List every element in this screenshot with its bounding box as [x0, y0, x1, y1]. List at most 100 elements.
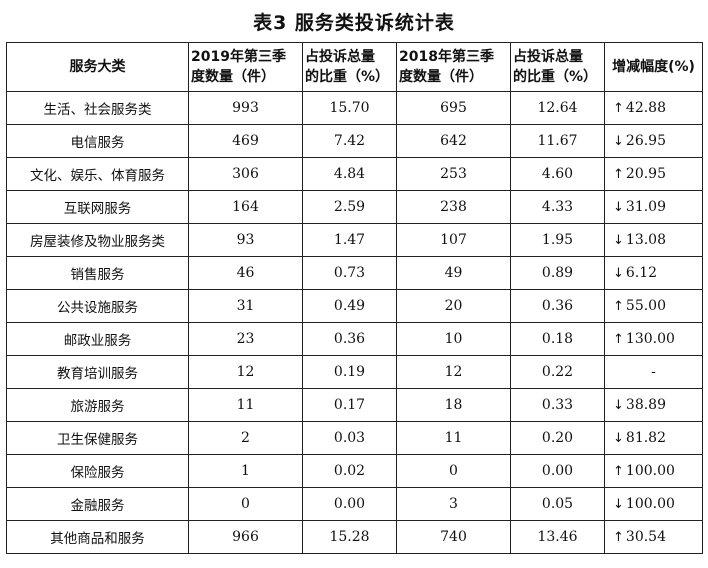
change-value: 38.89 [625, 397, 666, 413]
table-row: 文化、娱乐、体育服务 306 4.84 253 4.60 ↑ 20.95 [6, 157, 703, 191]
header-col-change: 增减幅度(%) [604, 42, 703, 92]
count-2019-cell: 46 [188, 256, 303, 290]
change-cell: ↓ 100.00 [604, 487, 703, 521]
header-line: 占投诉总量 [305, 49, 375, 65]
change-cell: ↑ 55.00 [604, 289, 703, 323]
table-row: 教育培训服务 12 0.19 12 0.22- [6, 355, 703, 389]
share-2018-cell: 12.64 [510, 91, 605, 125]
count-2019-cell: 11 [188, 388, 303, 422]
category-cell: 互联网服务 [6, 190, 189, 224]
header-line: 增减幅度(%) [612, 59, 695, 75]
change-value: 31.09 [625, 199, 666, 215]
share-2018-cell: 0.18 [510, 322, 605, 356]
change-value: - [651, 364, 656, 380]
share-2018-cell: 0.20 [510, 421, 605, 455]
share-2019-cell: 0.49 [302, 289, 397, 323]
category-cell: 公共设施服务 [6, 289, 189, 323]
count-2018-cell: 49 [396, 256, 511, 290]
change-value: 100.00 [625, 463, 675, 479]
change-value: 100.00 [625, 496, 675, 512]
share-2018-cell: 0.22 [510, 355, 605, 389]
change-value: 55.00 [625, 298, 666, 314]
arrow-down-icon: ↓ [613, 431, 624, 446]
share-2018-cell: 4.60 [510, 157, 605, 191]
share-2019-cell: 0.19 [302, 355, 397, 389]
category-cell: 旅游服务 [6, 388, 189, 422]
header-col-share-2018: 占投诉总量 的比重（%） [510, 42, 605, 92]
count-2018-cell: 12 [396, 355, 511, 389]
category-cell: 文化、娱乐、体育服务 [6, 157, 189, 191]
arrow-up-icon: ↑ [613, 167, 624, 182]
change-cell: - [604, 355, 703, 389]
share-2019-cell: 0.36 [302, 322, 397, 356]
change-cell: ↑ 42.88 [604, 91, 703, 125]
category-cell: 电信服务 [6, 124, 189, 158]
arrow-up-icon: ↑ [613, 464, 624, 479]
change-cell: ↓ 13.08 [604, 223, 703, 257]
change-cell: ↓ 26.95 [604, 124, 703, 158]
header-line: 2018年第三季 [399, 49, 494, 65]
table-row: 房屋装修及物业服务类 93 1.47 107 1.95 ↓ 13.08 [6, 223, 703, 257]
change-value: 20.95 [625, 166, 666, 182]
arrow-up-icon: ↑ [613, 299, 624, 314]
header-col-category: 服务大类 [6, 42, 189, 92]
share-2019-cell: 0.03 [302, 421, 397, 455]
count-2018-cell: 10 [396, 322, 511, 356]
arrow-up-icon: ↑ [613, 101, 624, 116]
table-row: 金融服务 0 0.00 3 0.05 ↓ 100.00 [6, 487, 703, 521]
share-2019-cell: 15.28 [302, 520, 397, 554]
count-2019-cell: 2 [188, 421, 303, 455]
share-2019-cell: 0.00 [302, 487, 397, 521]
share-2018-cell: 11.67 [510, 124, 605, 158]
share-2018-cell: 0.36 [510, 289, 605, 323]
share-2018-cell: 13.46 [510, 520, 605, 554]
change-cell: ↑ 130.00 [604, 322, 703, 356]
count-2018-cell: 695 [396, 91, 511, 125]
count-2018-cell: 3 [396, 487, 511, 521]
change-cell: ↓ 81.82 [604, 421, 703, 455]
count-2019-cell: 1 [188, 454, 303, 488]
arrow-down-icon: ↓ [613, 200, 624, 215]
category-cell: 金融服务 [6, 487, 189, 521]
arrow-down-icon: ↓ [613, 266, 624, 281]
count-2019-cell: 23 [188, 322, 303, 356]
category-cell: 卫生保健服务 [6, 421, 189, 455]
change-value: 30.54 [625, 529, 666, 545]
share-2019-cell: 0.17 [302, 388, 397, 422]
header-line: 度数量（件） [399, 69, 483, 85]
count-2018-cell: 253 [396, 157, 511, 191]
count-2018-cell: 107 [396, 223, 511, 257]
change-value: 81.82 [625, 430, 666, 446]
header-line: 的比重（%） [305, 69, 390, 85]
count-2018-cell: 0 [396, 454, 511, 488]
header-line: 2019年第三季 [191, 49, 286, 65]
table-row: 邮政业服务 23 0.36 10 0.18 ↑ 130.00 [6, 322, 703, 356]
category-cell: 房屋装修及物业服务类 [6, 223, 189, 257]
count-2019-cell: 306 [188, 157, 303, 191]
change-value: 130.00 [625, 331, 675, 347]
count-2019-cell: 0 [188, 487, 303, 521]
category-cell: 其他商品和服务 [6, 520, 189, 554]
share-2018-cell: 0.05 [510, 487, 605, 521]
category-cell: 销售服务 [6, 256, 189, 290]
share-2019-cell: 0.02 [302, 454, 397, 488]
arrow-up-icon: ↑ [613, 530, 624, 545]
count-2018-cell: 11 [396, 421, 511, 455]
header-line: 的比重（%） [513, 69, 598, 85]
table-row: 互联网服务 164 2.59 238 4.33 ↓ 31.09 [6, 190, 703, 224]
count-2019-cell: 966 [188, 520, 303, 554]
change-cell: ↓ 38.89 [604, 388, 703, 422]
change-cell: ↑ 20.95 [604, 157, 703, 191]
count-2019-cell: 31 [188, 289, 303, 323]
header-col-count-2019: 2019年第三季 度数量（件） [188, 42, 303, 92]
share-2018-cell: 1.95 [510, 223, 605, 257]
share-2018-cell: 0.00 [510, 454, 605, 488]
share-2019-cell: 4.84 [302, 157, 397, 191]
table-row: 电信服务 469 7.42 642 11.67 ↓ 26.95 [6, 124, 703, 158]
table-row: 销售服务 46 0.73 49 0.89 ↓ 6.12 [6, 256, 703, 290]
header-col-share-2019: 占投诉总量的比重（%） [302, 42, 397, 92]
service-complaint-table: 服务大类 2019年第三季 度数量（件） 占投诉总量 的比重（%） 2018年第三季 度数量… [6, 42, 703, 554]
share-2018-cell: 0.33 [510, 388, 605, 422]
category-cell: 教育培训服务 [6, 355, 189, 389]
header-col-count-2018: 2018年第三季 度数量（件） [396, 42, 511, 92]
